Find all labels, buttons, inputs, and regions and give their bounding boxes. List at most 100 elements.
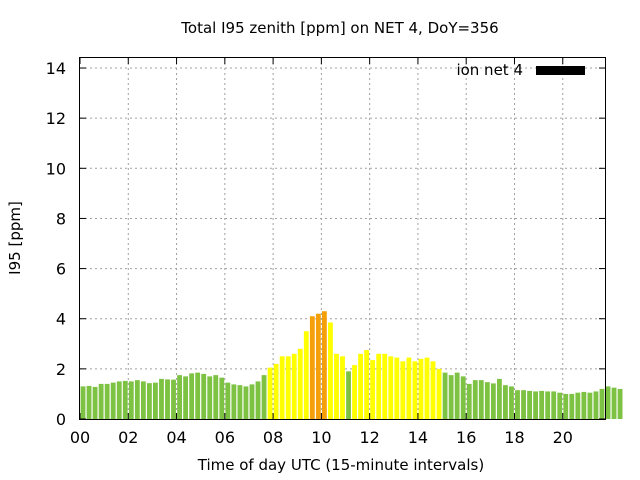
y-axis-label: I95 [ppm] xyxy=(6,201,24,275)
bar xyxy=(328,322,333,419)
x-axis-label: Time of day UTC (15-minute intervals) xyxy=(197,456,484,474)
bar xyxy=(315,313,321,419)
bar xyxy=(122,380,128,419)
x-tick-label: 06 xyxy=(215,428,235,447)
bar xyxy=(490,383,496,419)
bar xyxy=(201,373,207,419)
bar xyxy=(358,353,364,419)
bar xyxy=(593,391,599,419)
bar xyxy=(237,385,243,419)
bar xyxy=(183,376,189,419)
bar xyxy=(454,372,460,419)
bar xyxy=(303,331,309,419)
bar xyxy=(539,390,545,419)
x-tick-label: 10 xyxy=(311,428,331,447)
bar xyxy=(424,357,430,419)
bar xyxy=(503,385,508,419)
bar xyxy=(382,353,388,419)
bar xyxy=(581,391,587,419)
bar xyxy=(171,379,176,419)
bar xyxy=(249,384,255,419)
bar xyxy=(376,353,382,419)
bar xyxy=(219,377,225,419)
bar xyxy=(92,386,98,419)
bar xyxy=(86,385,92,419)
bar xyxy=(388,356,394,419)
bar xyxy=(605,386,611,419)
y-tick-label: 2 xyxy=(56,360,66,379)
bar xyxy=(370,360,376,419)
y-tick-label: 10 xyxy=(46,159,66,178)
bar xyxy=(189,373,195,419)
bar xyxy=(466,383,472,419)
bar xyxy=(484,382,490,419)
bar xyxy=(291,353,297,419)
y-tick-label: 6 xyxy=(56,260,66,279)
bar xyxy=(279,356,285,419)
x-tick-label: 16 xyxy=(456,428,476,447)
bar-series xyxy=(80,311,623,419)
bar xyxy=(140,381,146,419)
bar xyxy=(430,361,436,419)
y-tick-label: 4 xyxy=(56,310,66,329)
bar xyxy=(509,386,514,419)
bar xyxy=(225,382,231,419)
bar xyxy=(436,368,442,419)
bar xyxy=(334,353,339,419)
y-tick-label: 14 xyxy=(46,59,66,78)
bar xyxy=(448,375,454,419)
bar xyxy=(159,378,164,419)
bar xyxy=(243,386,249,419)
x-tick-label: 14 xyxy=(408,428,428,447)
bar xyxy=(285,356,291,419)
bar xyxy=(116,381,122,419)
plot-frame xyxy=(79,57,606,420)
bar xyxy=(213,375,219,419)
bar xyxy=(527,390,532,419)
bar xyxy=(617,388,623,419)
bar xyxy=(533,391,539,419)
bar xyxy=(551,391,557,419)
bar xyxy=(515,390,520,419)
legend: ion net 4 xyxy=(456,61,585,79)
bar xyxy=(418,358,424,419)
y-axis-ticks: 0 2 4 6 8 10 12 14 xyxy=(46,59,605,429)
bar xyxy=(412,361,418,419)
bar xyxy=(340,356,345,419)
x-axis-ticks: 00 02 04 06 08 10 12 14 16 18 20 xyxy=(70,58,573,447)
bar xyxy=(352,365,357,419)
bar xyxy=(521,390,526,419)
bar xyxy=(321,311,327,419)
bar xyxy=(478,380,484,419)
bar xyxy=(611,387,617,419)
bar xyxy=(346,371,351,419)
bar xyxy=(472,380,478,419)
bar xyxy=(309,316,315,419)
bar xyxy=(460,376,466,419)
bar xyxy=(575,392,581,419)
bar xyxy=(177,375,182,419)
y-tick-label: 0 xyxy=(56,410,66,429)
bar xyxy=(98,383,104,419)
bar xyxy=(587,392,593,419)
x-tick-label: 20 xyxy=(553,428,573,447)
x-tick-label: 02 xyxy=(118,428,138,447)
bar xyxy=(496,378,502,419)
bar xyxy=(563,393,569,419)
bar xyxy=(153,382,158,419)
bar xyxy=(545,391,551,419)
x-tick-label: 00 xyxy=(70,428,90,447)
grid-lines xyxy=(80,58,605,419)
bar xyxy=(569,393,575,419)
bar xyxy=(128,381,134,419)
bar xyxy=(207,376,213,419)
bar xyxy=(557,392,563,419)
chart-title: Total I95 zenith [ppm] on NET 4, DoY=356 xyxy=(180,19,498,37)
bar xyxy=(165,379,170,419)
y-tick-label: 12 xyxy=(46,109,66,128)
bar xyxy=(364,350,370,419)
y-tick-label: 8 xyxy=(56,209,66,228)
bar xyxy=(104,383,110,419)
bar xyxy=(442,372,448,419)
